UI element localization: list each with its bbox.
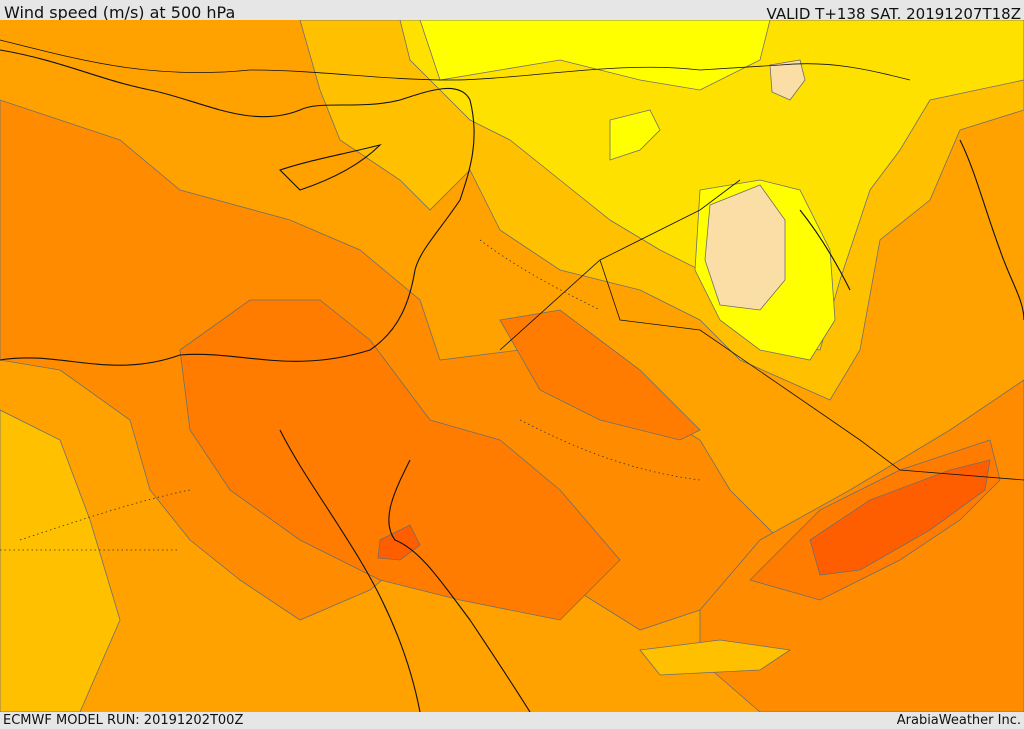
field-red-orange-patch <box>377 524 421 561</box>
provider-label: ArabiaWeather Inc. <box>896 713 1021 728</box>
field-red-orange-core <box>809 459 991 576</box>
border-lines <box>499 179 1024 481</box>
wind-speed-map-canvas <box>0 20 1024 712</box>
field-orange-dark-sinai <box>179 299 621 621</box>
coastline-mediterranean <box>0 49 475 366</box>
map-title: Wind speed (m/s) at 500 hPa <box>4 3 236 22</box>
coastline-red-sea-east <box>388 459 531 712</box>
field-amber-south-patch <box>639 639 792 676</box>
field-pale-patch <box>769 59 806 101</box>
field-yellow-patch <box>609 109 661 161</box>
model-run-label: ECMWF MODEL RUN: 20191202T00Z <box>3 713 244 728</box>
coastline-red-sea-west <box>279 429 421 712</box>
river-tigris <box>799 209 851 291</box>
coastline-caspian <box>959 139 1024 321</box>
field-pale-core <box>704 184 786 311</box>
field-yellow-north <box>419 20 771 91</box>
field-amber-southwest <box>0 409 121 712</box>
field-orange-dark-jordan <box>499 309 701 441</box>
coastline-cyprus <box>278 143 382 191</box>
valid-time-label: VALID T+138 SAT. 20191207T18Z <box>766 5 1021 23</box>
border-north <box>0 39 911 81</box>
wind-speed-map <box>0 20 1024 712</box>
admin-boundaries <box>0 239 701 551</box>
